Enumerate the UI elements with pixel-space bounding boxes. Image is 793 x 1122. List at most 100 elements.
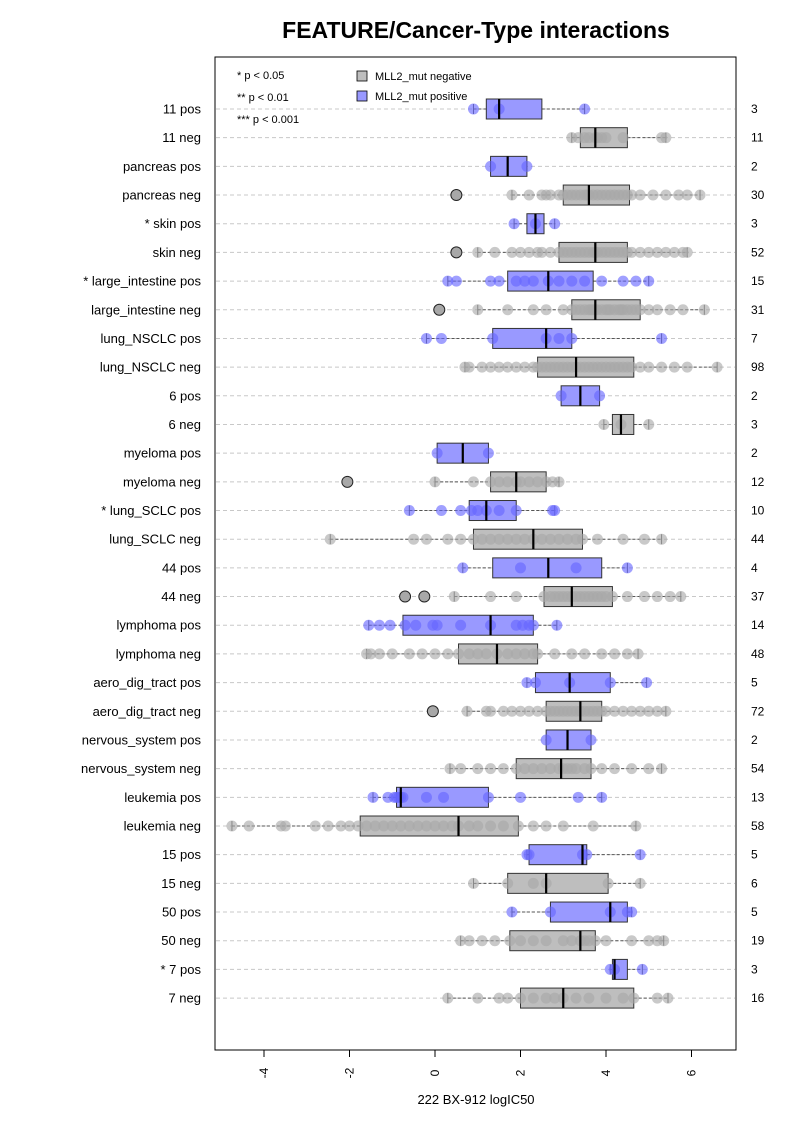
data-point bbox=[536, 763, 548, 775]
x-tick-label: -2 bbox=[343, 1067, 357, 1078]
row-label: * large_intestine pos bbox=[83, 274, 201, 289]
data-point bbox=[596, 791, 608, 803]
data-point bbox=[540, 734, 552, 746]
data-point bbox=[602, 877, 614, 889]
data-point bbox=[502, 476, 514, 488]
row-label: lung_NSCLC neg bbox=[100, 360, 201, 375]
data-point bbox=[529, 677, 541, 689]
data-point bbox=[527, 763, 539, 775]
data-point bbox=[395, 820, 407, 832]
data-point bbox=[442, 992, 454, 1004]
count-label: 5 bbox=[751, 905, 758, 919]
count-label: 98 bbox=[751, 360, 765, 374]
box bbox=[507, 872, 609, 894]
data-point bbox=[480, 648, 492, 660]
data-point bbox=[485, 476, 497, 488]
row-label: aero_dig_tract neg bbox=[93, 704, 201, 719]
data-point bbox=[557, 820, 569, 832]
data-point bbox=[551, 619, 563, 631]
data-point bbox=[600, 705, 612, 717]
data-point bbox=[365, 648, 377, 660]
data-point bbox=[594, 390, 606, 402]
data-point bbox=[643, 304, 655, 316]
data-point bbox=[410, 619, 422, 631]
data-point bbox=[647, 189, 659, 201]
data-point bbox=[363, 619, 375, 631]
row-label: * skin pos bbox=[145, 216, 202, 231]
data-point bbox=[515, 705, 526, 717]
legend-sig-2: ** p < 0.01 bbox=[237, 92, 289, 104]
data-point bbox=[384, 619, 396, 631]
data-point bbox=[698, 304, 710, 316]
data-point bbox=[626, 935, 638, 947]
data-point bbox=[643, 246, 655, 258]
data-point bbox=[523, 246, 535, 258]
data-point bbox=[378, 820, 390, 832]
data-point bbox=[504, 935, 516, 947]
data-point bbox=[493, 505, 505, 517]
row-label: leukemia neg bbox=[124, 819, 201, 834]
data-point bbox=[485, 763, 497, 775]
data-point bbox=[515, 246, 526, 258]
data-point bbox=[562, 533, 574, 545]
data-point bbox=[662, 992, 674, 1004]
data-point bbox=[506, 906, 518, 918]
data-point bbox=[442, 533, 454, 545]
data-point bbox=[634, 877, 646, 889]
outlier-point bbox=[450, 246, 463, 259]
data-point bbox=[493, 476, 505, 488]
data-point bbox=[651, 304, 663, 316]
data-point bbox=[527, 877, 539, 889]
data-point bbox=[626, 763, 638, 775]
data-point bbox=[523, 189, 535, 201]
data-point bbox=[585, 304, 597, 316]
count-label: 52 bbox=[751, 245, 765, 259]
data-point bbox=[485, 160, 497, 172]
data-point bbox=[515, 791, 526, 803]
data-point bbox=[420, 791, 432, 803]
data-point bbox=[634, 705, 646, 717]
count-label: 54 bbox=[751, 762, 765, 776]
data-point bbox=[651, 992, 663, 1004]
outlier-point bbox=[450, 189, 463, 202]
x-tick-label: 0 bbox=[428, 1069, 442, 1076]
outlier-point bbox=[418, 590, 431, 603]
data-point bbox=[482, 447, 494, 459]
row-label: 44 pos bbox=[162, 560, 202, 575]
data-point bbox=[544, 763, 556, 775]
data-point bbox=[519, 361, 531, 373]
row-label: 6 neg bbox=[168, 417, 201, 432]
row-label: pancreas pos bbox=[123, 159, 202, 174]
data-point bbox=[457, 562, 469, 574]
data-point bbox=[485, 533, 497, 545]
data-point bbox=[668, 246, 680, 258]
data-point bbox=[566, 332, 578, 344]
count-label: 58 bbox=[751, 819, 765, 833]
row-label: * 7 pos bbox=[161, 962, 202, 977]
data-point bbox=[540, 820, 552, 832]
data-point bbox=[467, 877, 479, 889]
row-label: 50 pos bbox=[162, 905, 202, 920]
data-point bbox=[711, 361, 723, 373]
data-point bbox=[510, 275, 522, 287]
data-point bbox=[519, 763, 531, 775]
data-point bbox=[557, 935, 569, 947]
data-point bbox=[502, 361, 514, 373]
data-point bbox=[502, 992, 514, 1004]
data-point bbox=[476, 935, 488, 947]
count-label: 3 bbox=[751, 217, 758, 231]
data-point bbox=[493, 361, 505, 373]
data-point bbox=[553, 533, 565, 545]
data-point bbox=[431, 447, 443, 459]
data-point bbox=[485, 591, 497, 603]
data-point bbox=[429, 476, 441, 488]
data-point bbox=[673, 189, 685, 201]
legend-negative-label: MLL2_mut negative bbox=[375, 71, 472, 83]
data-point bbox=[403, 820, 415, 832]
data-point bbox=[617, 132, 629, 144]
data-point bbox=[544, 533, 556, 545]
data-point bbox=[660, 132, 672, 144]
data-point bbox=[493, 533, 505, 545]
data-point bbox=[596, 275, 608, 287]
